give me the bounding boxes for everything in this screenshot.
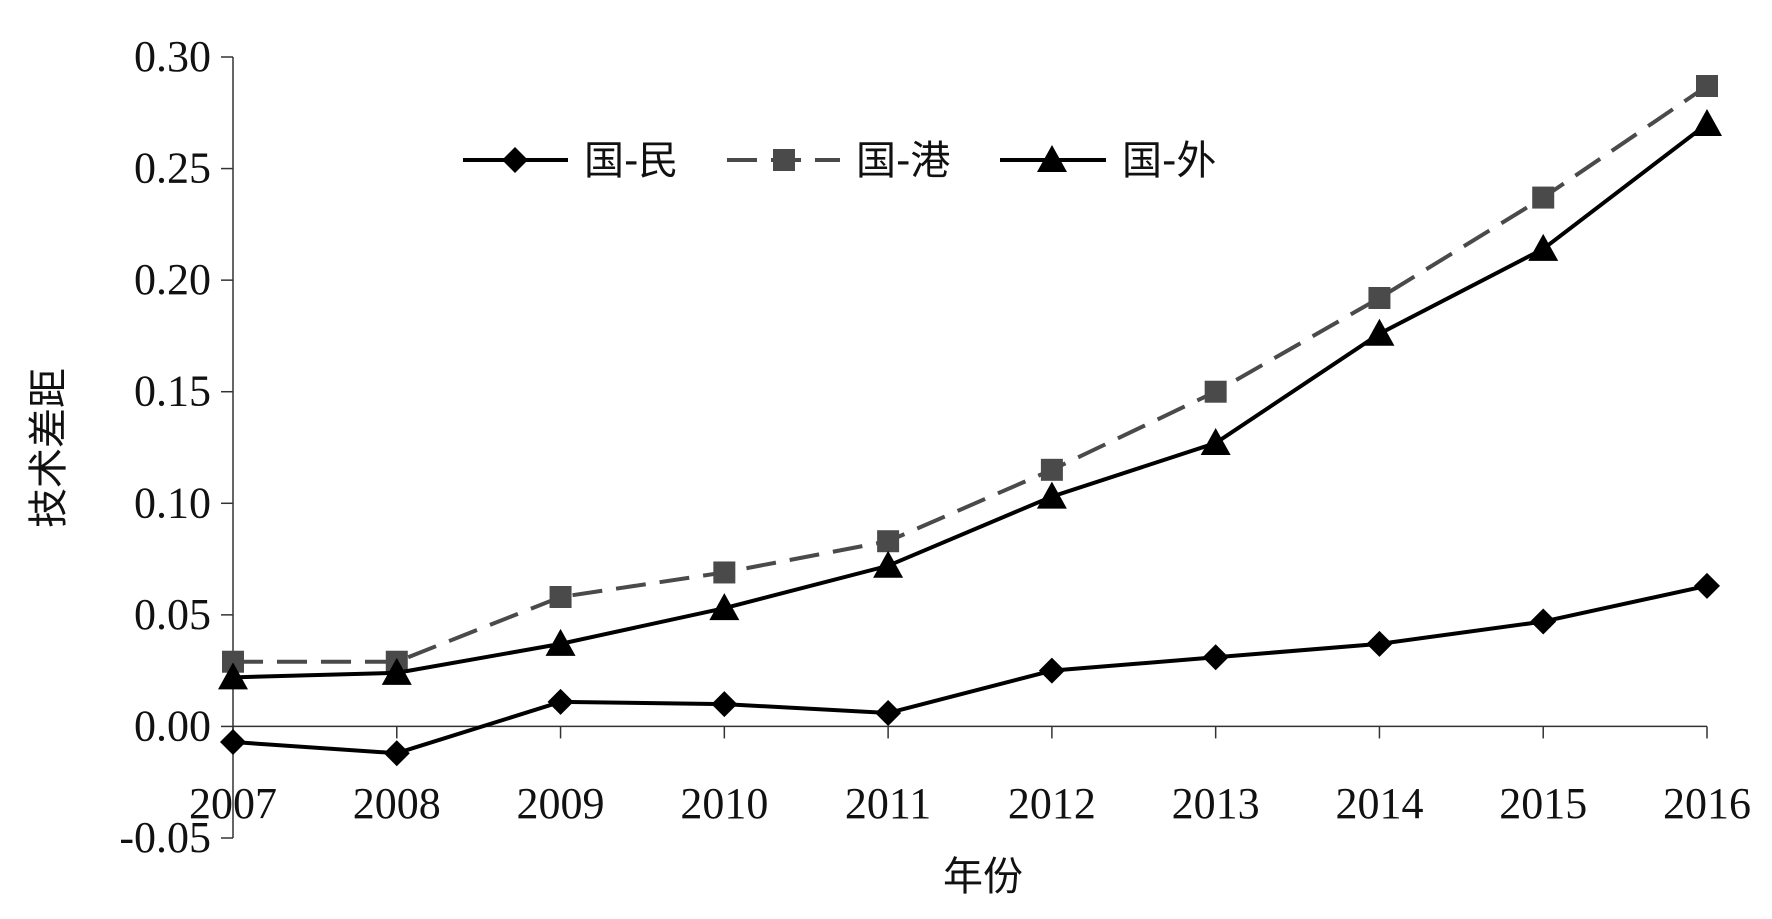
legend-label: 国-外 [1122,138,1216,184]
series-line [232,122,1709,680]
x-tick-label: 2016 [1663,779,1751,828]
data-point [547,688,574,715]
x-tick-label: 2011 [845,779,931,828]
data-point [1692,108,1722,136]
data-point [1696,75,1718,98]
x-tick-label: 2010 [680,779,768,828]
data-point [711,691,738,718]
data-point [1694,572,1720,599]
series-diamond [220,572,1720,767]
y-tick-label: 0.00 [134,701,211,750]
x-tick-label: 2009 [517,779,605,828]
data-point [713,561,736,584]
series-triangle [218,108,1722,690]
y-tick-label: 0.15 [134,367,211,416]
legend-marker [1037,145,1067,172]
y-tick-label: 0.25 [134,144,211,193]
legend: 国-民 国-港 国-外 [463,138,1216,184]
legend-label: 国-港 [856,138,950,184]
x-tick-label: 2008 [353,779,441,828]
x-tick-label: 2014 [1335,779,1423,828]
data-point [877,530,900,553]
x-tick-label: 2012 [1008,779,1096,828]
data-point [1364,318,1395,346]
series-line [233,84,1709,664]
data-point [381,657,412,685]
data-point [1040,458,1063,481]
legend-marker [773,149,795,171]
data-point [873,550,904,578]
data-point [549,586,572,609]
legend-item: 国-外 [1000,138,1216,184]
data-point [1366,630,1393,657]
data-point [222,650,244,673]
data-point [1528,233,1559,261]
data-point [1530,608,1557,635]
legend-item: 国-民 [463,138,678,184]
y-axis-title: 技术差距 [26,368,72,528]
legend-marker [502,147,528,173]
y-tick-label: 0.20 [134,255,211,304]
data-point [220,729,246,756]
x-tick-label: 2015 [1499,779,1587,828]
series-line [232,583,1708,756]
data-point [545,628,576,656]
y-tick-label: -0.05 [119,813,211,862]
data-point [1368,286,1391,309]
x-tick-label: 2007 [189,779,277,828]
y-tick-label: 0.10 [134,478,211,527]
data-point [1204,380,1227,403]
x-tick-label: 2013 [1172,779,1260,828]
data-point [875,700,902,727]
data-point [1532,186,1555,209]
x-axis-title: 年份 [943,854,1023,900]
data-point [218,662,248,690]
data-point [1202,644,1229,671]
data-point [709,593,740,621]
data-point [1038,657,1065,684]
series-square [222,75,1718,673]
y-tick-label: 0.30 [134,32,211,81]
axes: -0.05 0.00 0.05 0.10 0.15 0.20 0.25 0.30 2007 200… [119,32,1751,862]
series-layer [218,75,1722,767]
y-tick-label: 0.05 [134,590,211,639]
legend-item: 国-港 [727,138,950,184]
data-point [383,740,410,767]
data-point [1200,428,1231,456]
data-point [1036,481,1067,509]
legend-label: 国-民 [584,138,678,184]
